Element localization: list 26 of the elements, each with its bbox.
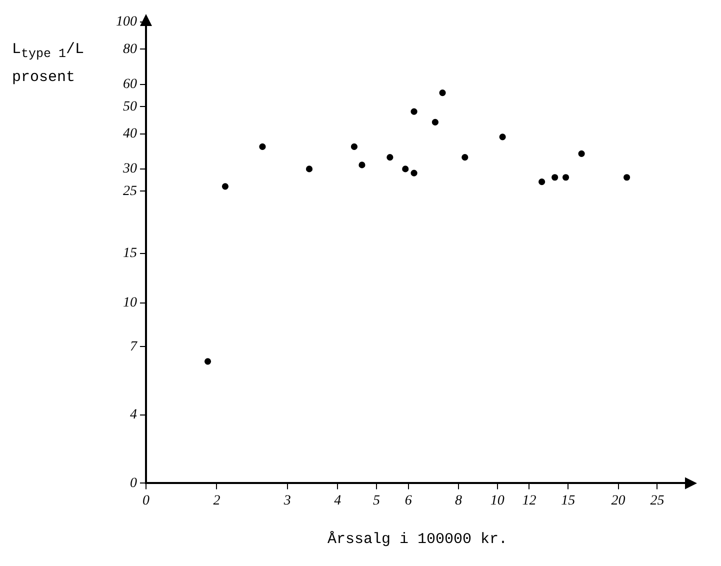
y-tick-label: 10 xyxy=(123,296,137,311)
x-tick-label: 8 xyxy=(454,493,462,508)
y-tick-label: 0 xyxy=(130,476,137,491)
y-tick-label: 80 xyxy=(123,42,137,57)
x-tick-label: 3 xyxy=(282,493,291,508)
x-tick-label: 20 xyxy=(611,493,626,508)
x-tick-label: 10 xyxy=(490,493,504,508)
x-tick-label: 5 xyxy=(373,493,380,508)
y-tick-label: 15 xyxy=(123,246,137,262)
y-axis-title: L$_{type 1}$/L prosent xyxy=(12,40,86,88)
x-tick-label: 6 xyxy=(404,493,412,508)
y-tick-label: 60 xyxy=(123,77,137,92)
y-tick-label: 25 xyxy=(123,184,137,199)
x-axis-title: Årssalg i 100000 kr. xyxy=(327,530,508,548)
x-tick-label: 0 xyxy=(142,493,150,508)
x-tick-label: 25 xyxy=(650,493,664,508)
x-tick-label: 4 xyxy=(334,493,342,508)
y-tick-label: 4 xyxy=(130,408,137,423)
y-tick-label: 50 xyxy=(123,99,137,114)
x-tick-label: 12 xyxy=(522,493,536,508)
y-tick-label: 100 xyxy=(116,14,137,30)
x-tick-label: 15 xyxy=(561,493,576,508)
y-tick-label: 40 xyxy=(123,126,137,142)
x-tick-label: 2 xyxy=(213,493,220,508)
y-tick-label: 7 xyxy=(130,339,138,354)
y-tick-label: 30 xyxy=(122,162,137,177)
